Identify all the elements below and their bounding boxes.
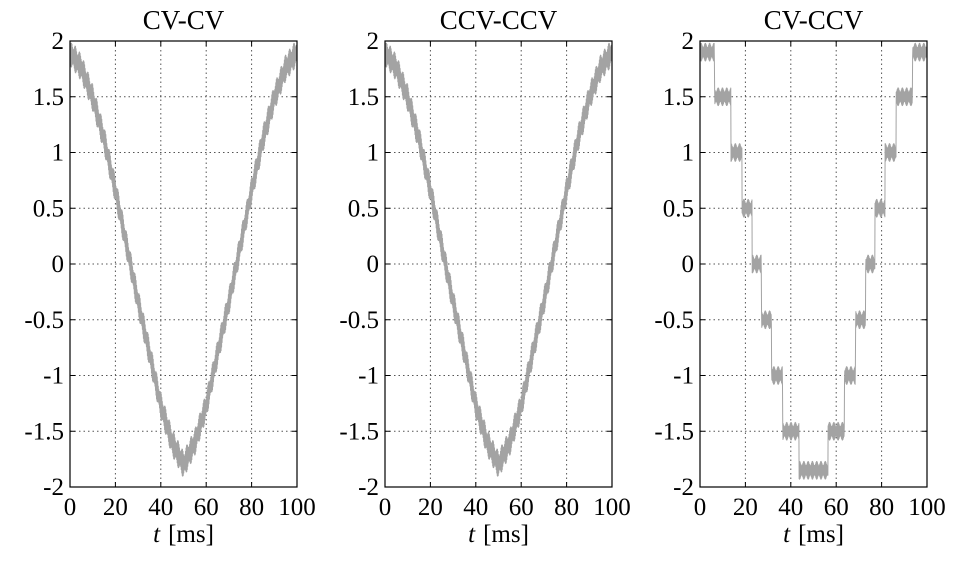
- chart-title: CV-CV: [143, 5, 225, 35]
- x-tick-label: 40: [148, 494, 173, 521]
- x-tick-label: 0: [694, 494, 707, 521]
- y-tick-label: -1: [43, 363, 64, 390]
- y-tick-label: -1.5: [24, 418, 64, 445]
- y-tick-label: -2: [358, 474, 379, 501]
- signal-series: [69, 42, 298, 477]
- y-tick-label: 1: [367, 140, 380, 167]
- y-tick-label: 2: [682, 28, 695, 55]
- chart-panel-1: 21.510.50-0.5-1-1.5-20 20 40 60 80 100CV-CVt[…: [24, 5, 315, 548]
- x-axis-label: t [ms]: [468, 521, 529, 548]
- x-tick-label: 80: [869, 494, 894, 521]
- y-tick-label: -0.5: [339, 307, 379, 334]
- y-tick-label: 1.5: [663, 84, 694, 111]
- signal-series: [384, 42, 613, 477]
- y-tick-label: 0.5: [663, 195, 694, 222]
- x-tick-label: 40: [778, 494, 803, 521]
- y-tick-label: 1.5: [33, 84, 64, 111]
- x-axis-label: t [ms]: [783, 521, 844, 548]
- y-tick-label: -1: [358, 363, 379, 390]
- chart-title: CCV-CCV: [440, 5, 558, 35]
- x-axis-label: t [ms]: [153, 521, 214, 548]
- y-tick-label: 0: [52, 251, 65, 278]
- chart-title: CV-CCV: [764, 5, 864, 35]
- y-tick-label: 1: [682, 140, 695, 167]
- y-tick-label: 1: [52, 140, 65, 167]
- x-tick-label: 100: [593, 494, 631, 521]
- y-tick-label: -2: [673, 474, 694, 501]
- x-tick-label: 100: [278, 494, 316, 521]
- x-tick-label: 60: [509, 494, 534, 521]
- y-tick-label: -1: [673, 363, 694, 390]
- x-tick-label: 20: [733, 494, 758, 521]
- y-tick-label: 0: [367, 251, 380, 278]
- y-tick-label: 0: [682, 251, 695, 278]
- y-tick-label: 0.5: [33, 195, 64, 222]
- chart-panel-3: 21.510.50-0.5-1-1.5-20 20 40 60 80 100CV-CCVt…: [654, 5, 945, 548]
- y-tick-label: -1.5: [654, 418, 694, 445]
- y-tick-label: 2: [367, 28, 380, 55]
- x-tick-label: 0: [64, 494, 77, 521]
- x-tick-label: 80: [239, 494, 264, 521]
- y-tick-label: -0.5: [654, 307, 694, 334]
- y-tick-label: -0.5: [24, 307, 64, 334]
- x-tick-label: 40: [463, 494, 488, 521]
- x-tick-label: 0: [379, 494, 392, 521]
- y-tick-label: 1.5: [348, 84, 379, 111]
- y-tick-label: -2: [43, 474, 64, 501]
- x-tick-label: 100: [908, 494, 946, 521]
- signal-series: [699, 42, 928, 480]
- y-tick-label: 2: [52, 28, 65, 55]
- x-tick-label: 20: [418, 494, 443, 521]
- x-tick-label: 60: [194, 494, 219, 521]
- y-tick-label: 0.5: [348, 195, 379, 222]
- x-tick-label: 20: [103, 494, 128, 521]
- x-tick-label: 80: [554, 494, 579, 521]
- chart-panel-2: 21.510.50-0.5-1-1.5-20 20 40 60 80 100CCV-CCV…: [339, 5, 630, 548]
- x-tick-label: 60: [824, 494, 849, 521]
- y-tick-label: -1.5: [339, 418, 379, 445]
